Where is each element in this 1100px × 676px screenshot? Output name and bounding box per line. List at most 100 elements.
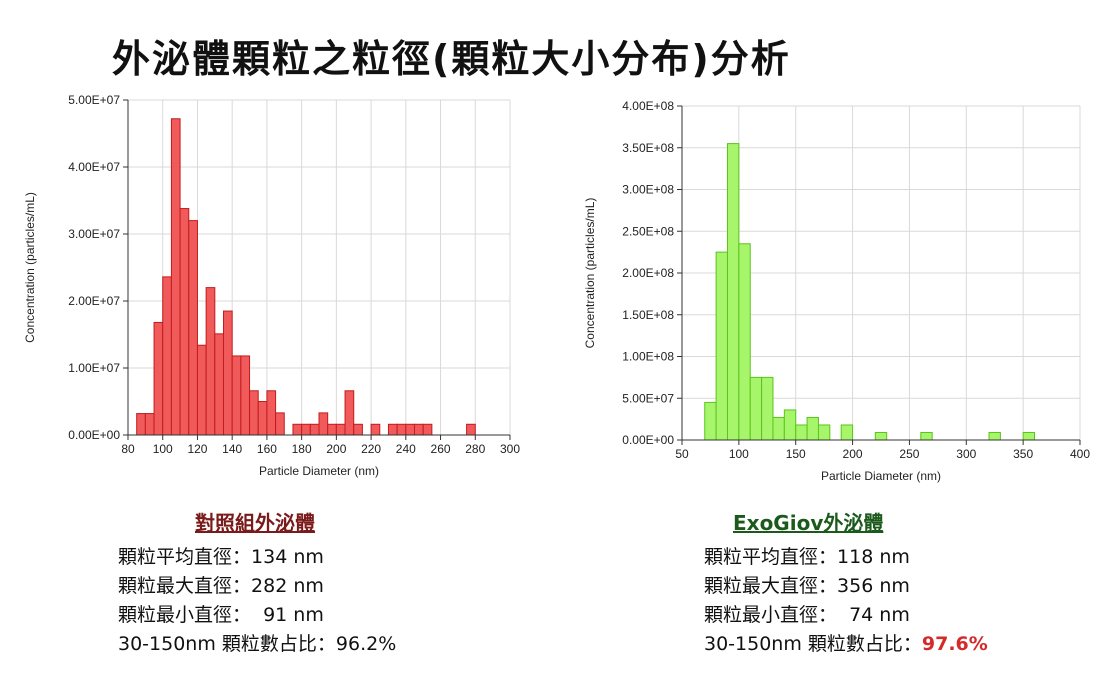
y-tick-label: 3.00E+07	[68, 227, 120, 241]
histogram-bar	[223, 310, 233, 436]
histogram-bar	[704, 401, 717, 441]
y-tick-label: 0.00E+00	[68, 428, 120, 442]
x-tick-label: 160	[257, 442, 277, 456]
x-tick-label: 260	[431, 442, 451, 456]
histogram-bar	[179, 208, 190, 436]
stat-value: 282 nm	[251, 575, 324, 597]
histogram-bar	[309, 423, 320, 436]
histogram-bar	[370, 423, 381, 436]
histogram-bar	[840, 424, 854, 441]
histogram-bar	[240, 355, 251, 436]
y-tick-label: 2.00E+07	[68, 294, 120, 308]
stat-value: 118 nm	[837, 546, 910, 568]
x-axis-label: Particle Diameter (nm)	[259, 464, 379, 478]
stat-label: 顆粒平均直徑：	[704, 546, 838, 568]
histogram-bar	[231, 355, 242, 436]
histogram-bar	[353, 423, 363, 436]
histogram-bar	[405, 423, 415, 436]
x-tick-label: 140	[222, 442, 242, 456]
histogram-bar	[387, 423, 398, 436]
stat-label: 顆粒最小直徑：	[704, 604, 838, 626]
histogram-bar	[170, 118, 181, 436]
x-tick-label: 180	[292, 442, 312, 456]
x-tick-label: 200	[326, 442, 346, 456]
stat-row-min: 顆粒最小直徑： 91 nm	[118, 601, 396, 630]
stat-row-mean: 顆粒平均直徑：118 nm	[704, 543, 988, 572]
x-tick-label: 120	[187, 442, 207, 456]
y-tick-label: 4.00E+08	[622, 99, 674, 113]
y-tick-label: 1.00E+08	[622, 350, 674, 364]
y-tick-label: 0.00E+00	[622, 433, 674, 447]
histogram-bar	[162, 276, 172, 436]
histogram-bar	[153, 321, 164, 436]
x-tick-label: 400	[1070, 447, 1090, 461]
histogram-bar	[318, 412, 329, 436]
histogram-bar	[275, 412, 285, 436]
x-tick-label: 350	[1013, 447, 1033, 461]
control-group-title: 對照組外泌體	[195, 511, 315, 535]
stat-label: 30-150nm 顆粒數占比：	[704, 633, 922, 655]
histogram-bar	[188, 220, 198, 436]
stat-value: 356 nm	[837, 575, 910, 597]
x-tick-label: 300	[500, 442, 520, 456]
histogram-bar	[795, 424, 808, 441]
stat-label: 顆粒最大直徑：	[118, 575, 252, 597]
y-tick-label: 1.00E+07	[68, 361, 120, 375]
histogram-bar	[266, 390, 277, 436]
stat-label: 顆粒最大直徑：	[704, 575, 838, 597]
y-axis-label: Concentration (particles/mL)	[583, 198, 597, 349]
x-tick-label: 240	[396, 442, 416, 456]
histogram-bar	[196, 344, 207, 436]
exogiov-group-title: ExoGiov外泌體	[733, 511, 884, 535]
y-tick-label: 3.00E+08	[622, 183, 674, 197]
stat-row-min: 顆粒最小直徑： 74 nm	[704, 601, 988, 630]
y-tick-label: 2.00E+08	[622, 266, 674, 280]
histogram-bar	[817, 424, 831, 441]
stat-value: 96.2%	[335, 633, 397, 655]
exogiov-stats: 顆粒平均直徑：118 nm 顆粒最大直徑：356 nm 顆粒最小直徑： 74 n…	[704, 543, 988, 659]
page-title: 外泌體顆粒之粒徑(顆粒大小分布)分析	[112, 37, 791, 81]
histogram-bar	[414, 423, 424, 436]
stat-label: 30-150nm 顆粒數占比：	[118, 633, 336, 655]
histogram-bar	[874, 431, 888, 441]
x-tick-label: 100	[729, 447, 749, 461]
histogram-bar	[214, 333, 224, 436]
histogram-bar	[257, 401, 268, 436]
histogram-bar	[761, 376, 774, 441]
histogram-bar	[292, 423, 303, 436]
x-tick-label: 200	[843, 447, 863, 461]
histogram-bar	[1022, 431, 1036, 441]
stat-row-ratio: 30-150nm 顆粒數占比：96.2%	[118, 630, 396, 659]
x-axis-label: Particle Diameter (nm)	[821, 469, 941, 483]
histogram-bar	[772, 416, 785, 441]
x-tick-label: 280	[465, 442, 485, 456]
histogram-bar	[726, 143, 740, 441]
control-histogram: 0.00E+00 1.00E+07 2.00E+07 3.00E+07 4.00E+07…	[23, 93, 520, 478]
histogram-bar	[988, 431, 1001, 441]
histogram-bar	[806, 416, 819, 441]
y-tick-label: 5.00E+07	[68, 93, 120, 107]
stat-value-highlight: 97.6%	[921, 633, 988, 655]
stat-row-max: 顆粒最大直徑：356 nm	[704, 572, 988, 601]
control-stats: 顆粒平均直徑：134 nm 顆粒最大直徑：282 nm 顆粒最小直徑： 91 n…	[118, 543, 396, 659]
histogram-bar	[422, 423, 433, 436]
x-tick-label: 250	[899, 447, 919, 461]
histogram-bar	[205, 287, 216, 436]
y-tick-label: 2.50E+08	[622, 224, 674, 238]
x-tick-label: 220	[361, 442, 381, 456]
histogram-bar	[715, 251, 728, 441]
histogram-bar	[144, 413, 155, 436]
histogram-bar	[335, 423, 346, 436]
stat-label: 顆粒最小直徑：	[118, 604, 252, 626]
histogram-bar	[749, 376, 763, 441]
y-tick-label: 3.50E+08	[622, 141, 674, 155]
histogram-bar	[738, 243, 751, 441]
stat-row-mean: 顆粒平均直徑：134 nm	[118, 543, 396, 572]
x-tick-label: 100	[153, 442, 173, 456]
histogram-bar	[920, 431, 933, 441]
x-tick-label: 80	[121, 442, 135, 456]
stat-row-ratio: 30-150nm 顆粒數占比：97.6%	[704, 630, 988, 659]
histogram-bar	[344, 390, 355, 436]
stat-value: 74 nm	[837, 604, 910, 626]
stat-label: 顆粒平均直徑：	[118, 546, 252, 568]
